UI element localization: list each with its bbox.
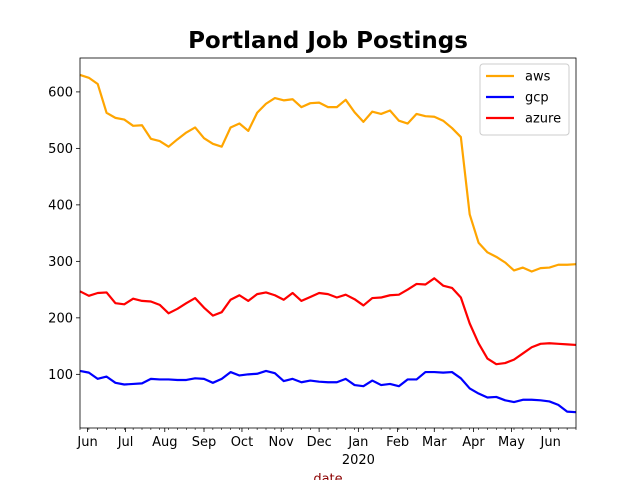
series-line-aws bbox=[79, 73, 577, 273]
x-tick-label: Sep bbox=[192, 435, 217, 450]
x-tick-label: Mar bbox=[422, 435, 447, 450]
x-tick-label: Nov bbox=[268, 435, 294, 450]
y-tick-label: 200 bbox=[48, 311, 73, 326]
y-tick-label: 300 bbox=[48, 255, 73, 270]
y-tick-label: 400 bbox=[48, 198, 73, 213]
x-axis-label: date bbox=[313, 472, 342, 480]
axes-frame bbox=[79, 57, 577, 429]
chart-title: Portland Job Postings bbox=[188, 28, 468, 54]
x-tick-label: Dec bbox=[307, 435, 332, 450]
y-tick-label: 500 bbox=[48, 142, 73, 157]
plot-area: Jun Jul Aug Sep Oct Nov Dec Jan 2020 Feb Mar Apr May… bbox=[48, 57, 577, 468]
series-line-gcp bbox=[79, 369, 577, 414]
x-tick-label: Feb bbox=[386, 435, 409, 450]
x-tick-label: Aug bbox=[152, 435, 177, 450]
y-tick-label: 100 bbox=[48, 368, 73, 383]
x-tick-label: Jun bbox=[540, 435, 561, 450]
legend-label-gcp: gcp bbox=[525, 91, 549, 106]
y-tick-label: 600 bbox=[48, 85, 73, 100]
x-tick-label: Jul bbox=[117, 435, 134, 450]
series-line-azure bbox=[79, 277, 577, 366]
x-tick-label: Apr bbox=[462, 435, 485, 450]
legend-label-azure: azure bbox=[525, 112, 561, 127]
x-tick-label: Oct bbox=[231, 435, 253, 450]
x-tick-label: Jun bbox=[76, 435, 97, 450]
x-tick-label: May bbox=[498, 435, 525, 450]
legend-label-aws: aws bbox=[525, 70, 551, 85]
x-tick-sublabel: 2020 bbox=[342, 453, 375, 468]
x-tick-label: Jan bbox=[347, 435, 368, 450]
